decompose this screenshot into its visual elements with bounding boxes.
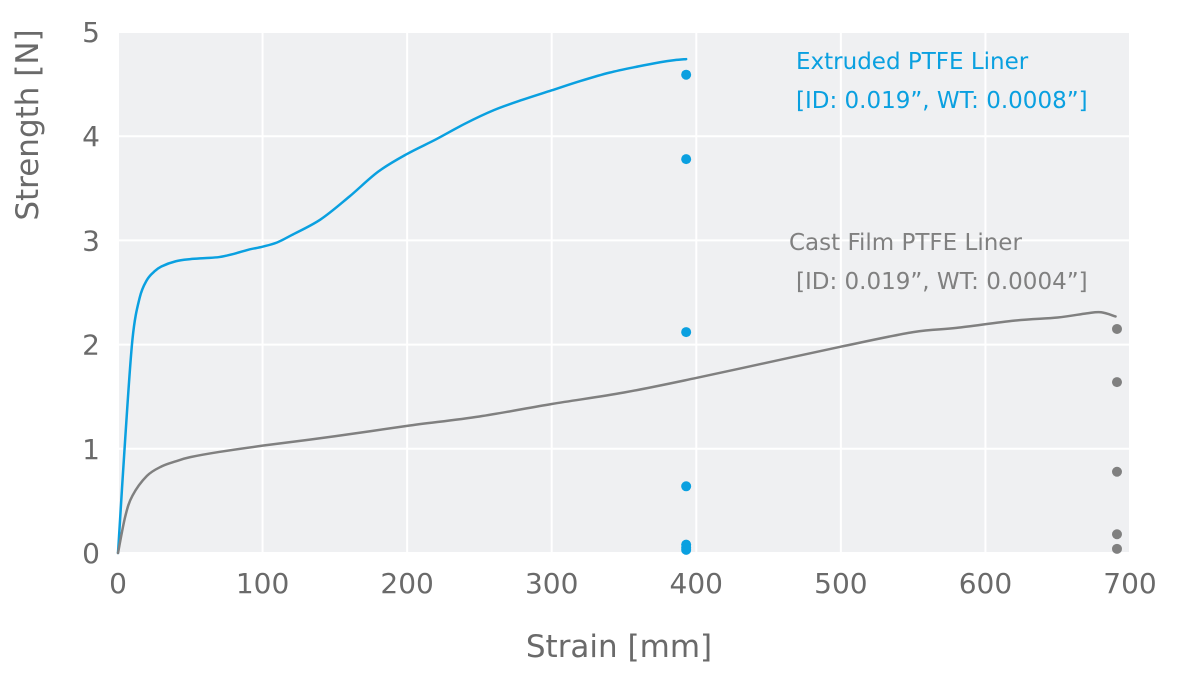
series-lines [116,57,1117,555]
x-tick-labels: 0 100 200 300 400 500 600 700 [109,567,1157,600]
legend-extruded-name: Extruded PTFE Liner [796,49,1029,75]
plot-area-background [118,32,1130,553]
x-tick-label: 500 [814,567,867,600]
x-tick-label: 700 [1103,567,1156,600]
x-tick-label: 600 [959,567,1012,600]
series-point-1 [1111,543,1122,554]
legend-cast-film: Cast Film PTFE Liner [ID: 0.019”, WT: 0.… [789,230,1088,295]
x-tick-label: 200 [380,567,433,600]
legend-extruded-spec: [ID: 0.019”, WT: 0.0008”] [796,88,1088,114]
x-tick-label: 100 [236,567,289,600]
gridlines [117,31,1131,554]
series-point-1 [1111,323,1122,334]
series-point-1 [1111,529,1122,540]
series-points [681,69,1122,555]
y-tick-labels: 0 1 2 3 4 5 [82,16,100,570]
series-point-0 [681,154,692,165]
series-point-0 [681,481,692,492]
series-point-0 [681,327,692,338]
series-point-1 [1111,466,1122,477]
y-tick-label: 4 [82,120,100,153]
series-point-0 [681,544,692,555]
x-tick-label: 400 [670,567,723,600]
legend-extruded: Extruded PTFE Liner [ID: 0.019”, WT: 0.0… [796,49,1088,114]
series-line-0 [116,57,688,555]
x-tick-label: 300 [525,567,578,600]
x-axis-label: Strain [mm] [526,629,712,665]
y-tick-label: 1 [82,433,100,466]
legend-cast-film-spec: [ID: 0.019”, WT: 0.0004”] [796,269,1088,295]
y-tick-label: 3 [82,224,100,257]
y-tick-label: 5 [82,16,100,49]
x-tick-label: 0 [109,567,127,600]
y-axis-label: Strength [N] [10,29,46,220]
series-point-1 [1111,377,1122,388]
y-tick-label: 0 [82,537,100,570]
legend-cast-film-name: Cast Film PTFE Liner [789,230,1022,256]
series-line-1 [116,310,1117,555]
series-point-0 [681,69,692,80]
y-tick-label: 2 [82,329,100,362]
